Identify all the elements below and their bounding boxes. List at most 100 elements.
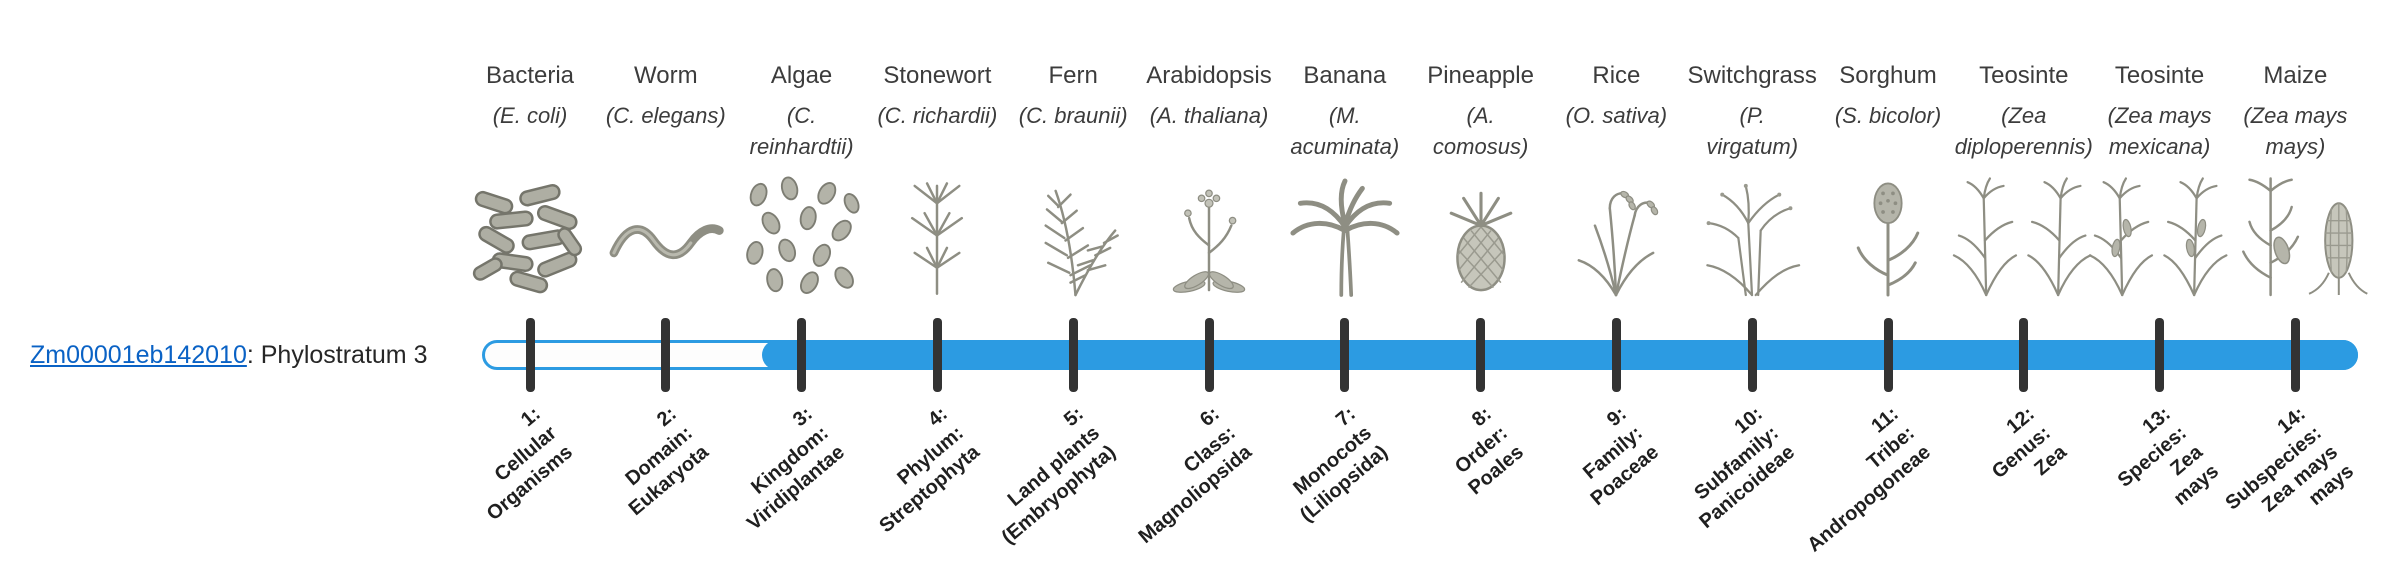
stratum-column: Maize (Zea mays mays) 14: Subspecies: Ze… xyxy=(2195,0,2395,580)
stratum-label: 7: Monocots (Liliopsida) xyxy=(1289,402,1392,527)
algae-icon xyxy=(740,176,864,300)
organism-illustration xyxy=(2195,168,2395,300)
teosinte-diploperennis-icon xyxy=(1949,176,2098,300)
organism-common-name: Bacteria xyxy=(485,62,575,89)
organism-scientific-name: (Zea mays mays) xyxy=(2243,103,2348,159)
organism-scientific-name: (S. bicolor) xyxy=(1834,103,1942,128)
organism-illustration xyxy=(1245,168,1445,300)
stratum-label: 11: Tribe: Andropogoneae xyxy=(1803,402,1935,557)
stratum-label: 5: Land plants (Embryophyta) xyxy=(997,402,1121,549)
organism-illustration xyxy=(1516,168,1716,300)
timeline-tick xyxy=(2155,318,2165,392)
stratum-column: Bacteria (E. coli) 1: Cellular Organisms xyxy=(430,0,630,580)
maize-icon xyxy=(2221,176,2370,300)
organism-common-name: Worm xyxy=(634,62,698,89)
organism-common-name: Banana xyxy=(1303,62,1387,89)
organism-scientific-name: (E. coli) xyxy=(492,103,568,128)
organism-illustration xyxy=(1109,168,1309,300)
bacteria-icon xyxy=(468,176,592,300)
organism-scientific-name: (P. virgatum) xyxy=(1706,103,1799,159)
timeline-tick xyxy=(797,318,807,392)
organism-common-name: Pineapple xyxy=(1427,62,1534,89)
timeline-tick xyxy=(2019,318,2029,392)
stratum-column: Pineapple (A. comosus) 8: Order: Poales xyxy=(1381,0,1581,580)
stratum-label: 9: Family: Poaceae xyxy=(1579,402,1664,511)
worm-icon xyxy=(604,176,728,300)
rice-icon xyxy=(1554,176,1678,300)
organism-scientific-name: (Zea diploperennis) xyxy=(1954,103,2093,159)
organism-scientific-name: (C. richardii) xyxy=(877,103,998,128)
stratum-column: Teosinte (Zea diploperennis) 12: Genus: … xyxy=(1924,0,2124,580)
timeline-bar-fill xyxy=(762,340,2358,370)
switchgrass-icon xyxy=(1690,176,1814,300)
organism-scientific-name: (A. thaliana) xyxy=(1149,103,1269,128)
organism-illustration xyxy=(2060,168,2260,300)
banana-icon xyxy=(1283,176,1407,300)
timeline-tick xyxy=(661,318,671,392)
organism-illustration xyxy=(1381,168,1581,300)
timeline-tick xyxy=(1747,318,1757,392)
arabidopsis-icon xyxy=(1147,176,1271,300)
timeline-tick xyxy=(2290,318,2300,392)
organism-illustration xyxy=(430,168,630,300)
timeline-tick xyxy=(932,318,942,392)
stratum-column: Arabidopsis (A. thaliana) 6: Class: Magn… xyxy=(1109,0,1309,580)
gene-id-link[interactable]: Zm00001eb142010 xyxy=(30,341,247,369)
stratum-column: Rice (O. sativa) 9: Family: Poaceae xyxy=(1516,0,1716,580)
organism-scientific-name: (M. acuminata) xyxy=(1290,103,1400,159)
organism-common-name: Switchgrass xyxy=(1687,62,1817,89)
organism-common-name: Algae xyxy=(770,62,833,89)
organism-scientific-name: (C. reinhardtii) xyxy=(749,103,854,159)
gene-label: Zm00001eb142010: Phylostratum 3 xyxy=(30,341,428,370)
stratum-label: 10: Subfamily: Panicoideae xyxy=(1690,402,1800,533)
stratum-column: Sorghum (S. bicolor) 11: Tribe: Andropog… xyxy=(1788,0,1988,580)
stratum-column: Switchgrass (P. virgatum) 10: Subfamily:… xyxy=(1652,0,1852,580)
organism-common-name: Teosinte xyxy=(2114,62,2205,89)
teosinte-mexicana-icon xyxy=(2085,176,2234,300)
stratum-label: 2: Domain: Eukaryota xyxy=(621,402,713,521)
stratum-column: Worm (C. elegans) 2: Domain: Eukaryota xyxy=(566,0,766,580)
stonewort-icon xyxy=(875,176,999,300)
organism-illustration xyxy=(566,168,766,300)
organism-common-name: Teosinte xyxy=(1979,62,2069,89)
timeline-tick xyxy=(1340,318,1350,392)
timeline-tick xyxy=(1883,318,1893,392)
stratum-column: Banana (M. acuminata) 7: Monocots (Lilio… xyxy=(1245,0,1445,580)
organism-common-name: Sorghum xyxy=(1839,62,1937,89)
organism-illustration xyxy=(973,168,1173,300)
stratum-label: 6: Class: Magnoliopsida xyxy=(1134,402,1256,548)
organism-illustration xyxy=(1788,168,1988,300)
organism-scientific-name: (O. sativa) xyxy=(1565,103,1668,128)
stratum-label: 12: Genus: Zea xyxy=(1987,402,2071,484)
organism-scientific-name: (C. elegans) xyxy=(605,103,726,128)
timeline-tick xyxy=(1476,318,1486,392)
gene-phylostratum-text: : Phylostratum 3 xyxy=(246,341,428,369)
timeline-tick xyxy=(1204,318,1214,392)
organism-illustration xyxy=(1652,168,1852,300)
pineapple-icon xyxy=(1419,176,1543,300)
sorghum-icon xyxy=(1826,176,1950,300)
organism-illustration xyxy=(837,168,1037,300)
organism-scientific-name: (Zea mays mexicana) xyxy=(2107,103,2212,159)
stratum-column: Algae (C. reinhardtii) 3: Kingdom: Virid… xyxy=(702,0,902,580)
stratum-label: 1: Cellular Organisms xyxy=(482,402,577,526)
timeline-tick xyxy=(525,318,535,392)
stratum-column: Teosinte (Zea mays mexicana) 13: Species… xyxy=(2060,0,2260,580)
organism-common-name: Arabidopsis xyxy=(1146,62,1272,89)
stratum-label: 3: Kingdom: Viridiplantae xyxy=(742,402,849,535)
timeline-tick xyxy=(1611,318,1621,392)
organism-illustration xyxy=(702,168,902,300)
stratum-label: 14: Subspecies: Zea mays mays xyxy=(2221,402,2359,517)
organism-scientific-name: (A. comosus) xyxy=(1432,103,1529,159)
stratum-label: 8: Order: Poales xyxy=(1450,402,1528,500)
organism-common-name: Stonewort xyxy=(883,62,992,89)
organism-common-name: Rice xyxy=(1592,62,1641,89)
stratum-column: Stonewort (C. richardii) 4: Phylum: Stre… xyxy=(837,0,1037,580)
organism-illustration xyxy=(1924,168,2124,300)
timeline-tick xyxy=(1068,318,1078,392)
fern-icon xyxy=(1011,176,1135,300)
organism-scientific-name: (C. braunii) xyxy=(1018,103,1128,128)
organism-common-name: Maize xyxy=(2263,62,2328,89)
